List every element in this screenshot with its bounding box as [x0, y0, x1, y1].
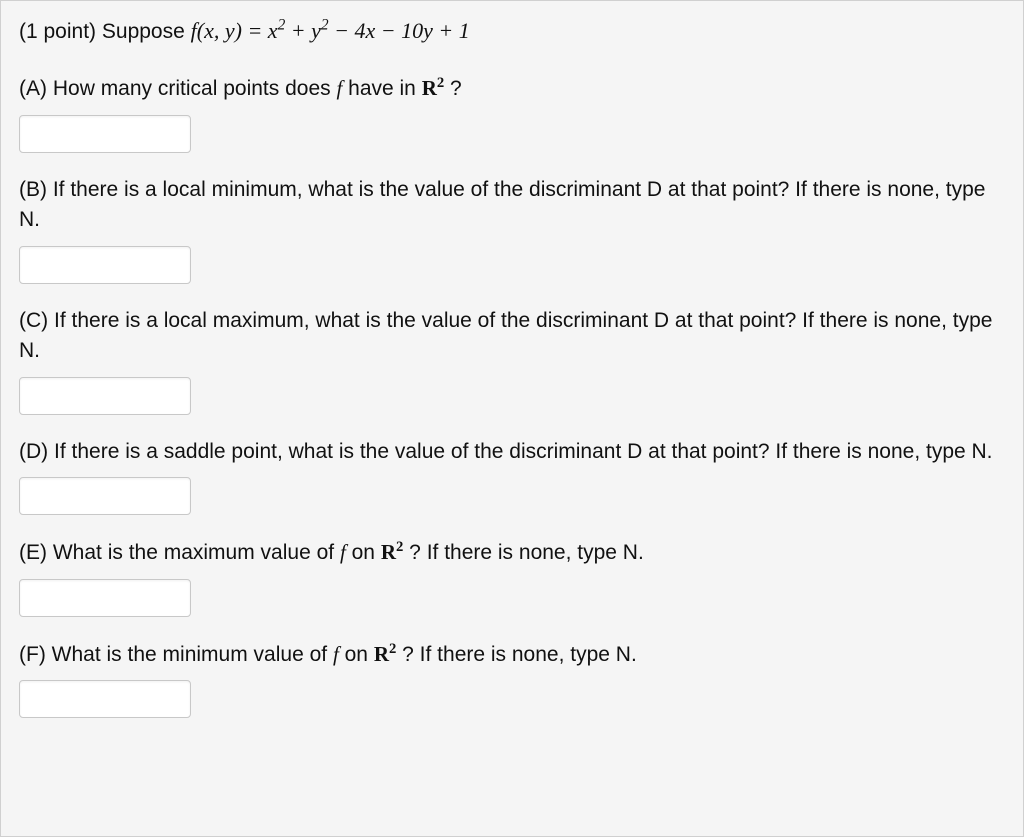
question-d: (D) If there is a saddle point, what is … [19, 437, 1005, 515]
answer-input-f[interactable] [19, 680, 191, 718]
answer-input-a[interactable] [19, 115, 191, 153]
answer-input-d[interactable] [19, 477, 191, 515]
question-c-text: (C) If there is a local maximum, what is… [19, 306, 1005, 367]
question-d-text: (D) If there is a saddle point, what is … [19, 437, 1005, 467]
question-e: (E) What is the maximum value of f on R2… [19, 537, 1005, 616]
question-f: (F) What is the minimum value of f on R2… [19, 639, 1005, 718]
question-b-text: (B) If there is a local minimum, what is… [19, 175, 1005, 236]
question-a: (A) How many critical points does f have… [19, 73, 1005, 152]
intro-prefix: Suppose [102, 20, 185, 43]
question-a-text: (A) How many critical points does f have… [19, 73, 1005, 104]
problem-intro: (1 point) Suppose f(x, y) = x2 + y2 − 4x… [19, 15, 1005, 47]
question-c: (C) If there is a local maximum, what is… [19, 306, 1005, 415]
points-label: (1 point) [19, 20, 96, 43]
problem-panel: (1 point) Suppose f(x, y) = x2 + y2 − 4x… [0, 0, 1024, 837]
answer-input-c[interactable] [19, 377, 191, 415]
r2-symbol: R [422, 76, 437, 100]
question-f-text: (F) What is the minimum value of f on R2… [19, 639, 1005, 670]
question-e-text: (E) What is the maximum value of f on R2… [19, 537, 1005, 568]
answer-input-e[interactable] [19, 579, 191, 617]
equation: f(x, y) = x2 + y2 − 4x − 10y + 1 [191, 18, 470, 43]
answer-input-b[interactable] [19, 246, 191, 284]
question-b: (B) If there is a local minimum, what is… [19, 175, 1005, 284]
